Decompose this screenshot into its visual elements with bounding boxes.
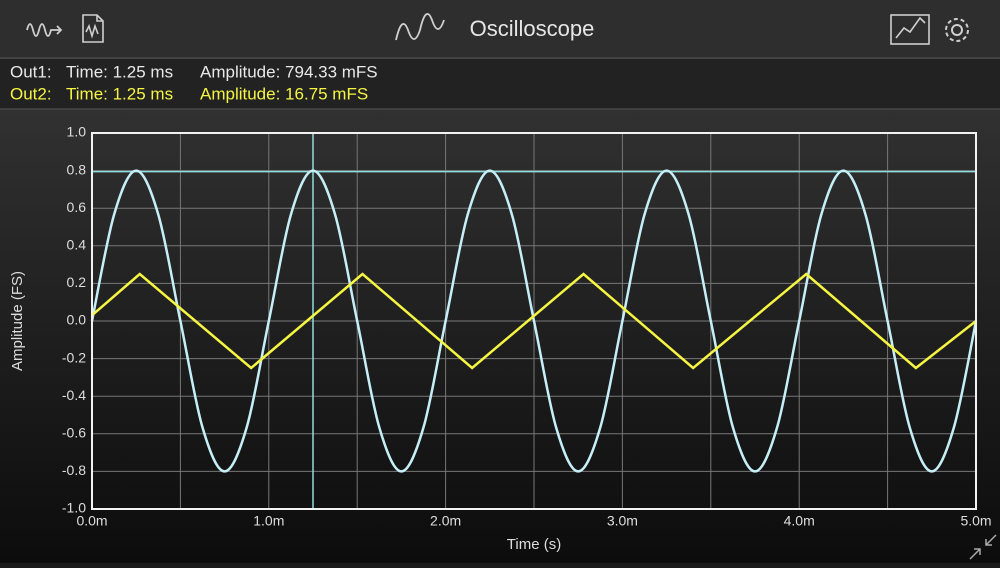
y-tick-label: -0.8 — [62, 462, 86, 478]
y-tick-label: -0.4 — [62, 387, 86, 403]
readout-panel — [0, 59, 1000, 109]
file-icon[interactable] — [82, 14, 104, 43]
readout-label: Out2: — [10, 84, 52, 103]
y-tick-label: 0.2 — [67, 274, 87, 290]
x-axis-label: Time (s) — [507, 536, 561, 553]
x-tick-label: 0.0m — [76, 513, 107, 529]
x-tick-label: 2.0m — [430, 513, 461, 529]
generator-icon[interactable] — [26, 23, 63, 37]
x-tick-label: 1.0m — [253, 513, 284, 529]
y-tick-label: 0.4 — [67, 237, 87, 253]
readout-amplitude: Amplitude: 16.75 mFS — [200, 84, 368, 103]
top-bar — [0, 0, 1000, 58]
y-axis-label: Amplitude (FS) — [9, 271, 26, 371]
scope-icon — [395, 13, 445, 41]
readout-amplitude: Amplitude: 794.33 mFS — [200, 62, 378, 81]
settings-icon[interactable] — [945, 18, 969, 42]
plot: 1.0 0.8 0.6 0.4 0.2 0.0 -0.2 -0.4 -0.6 -0.8 -1.00.… — [9, 124, 992, 553]
y-tick-label: 0.0 — [67, 312, 87, 328]
readout-time: Time: 1.25 ms — [66, 84, 173, 103]
signal-line — [90, 169, 978, 473]
x-tick-label: 3.0m — [607, 513, 638, 529]
y-tick-label: -0.2 — [62, 349, 86, 365]
x-tick-label: 4.0m — [784, 513, 815, 529]
plot-border — [91, 132, 977, 510]
readouts: Out1: Time: 1.25 ms Amplitude: 794.33 mFS O… — [10, 62, 378, 103]
y-tick-label: 0.8 — [67, 161, 87, 177]
title: Oscilloscope — [470, 16, 595, 41]
chart-icon[interactable] — [890, 14, 930, 45]
y-tick-label: -0.6 — [62, 425, 86, 441]
y-tick-label: 1.0 — [67, 124, 87, 140]
y-tick-label: -1.0 — [62, 500, 86, 516]
readout-time: Time: 1.25 ms — [66, 62, 173, 81]
resize-icon[interactable] — [969, 534, 997, 560]
signal-line — [91, 272, 977, 370]
x-tick-label: 5.0m — [960, 513, 991, 529]
y-tick-label: 0.6 — [67, 199, 87, 215]
readout-label: Out1: — [10, 62, 52, 81]
